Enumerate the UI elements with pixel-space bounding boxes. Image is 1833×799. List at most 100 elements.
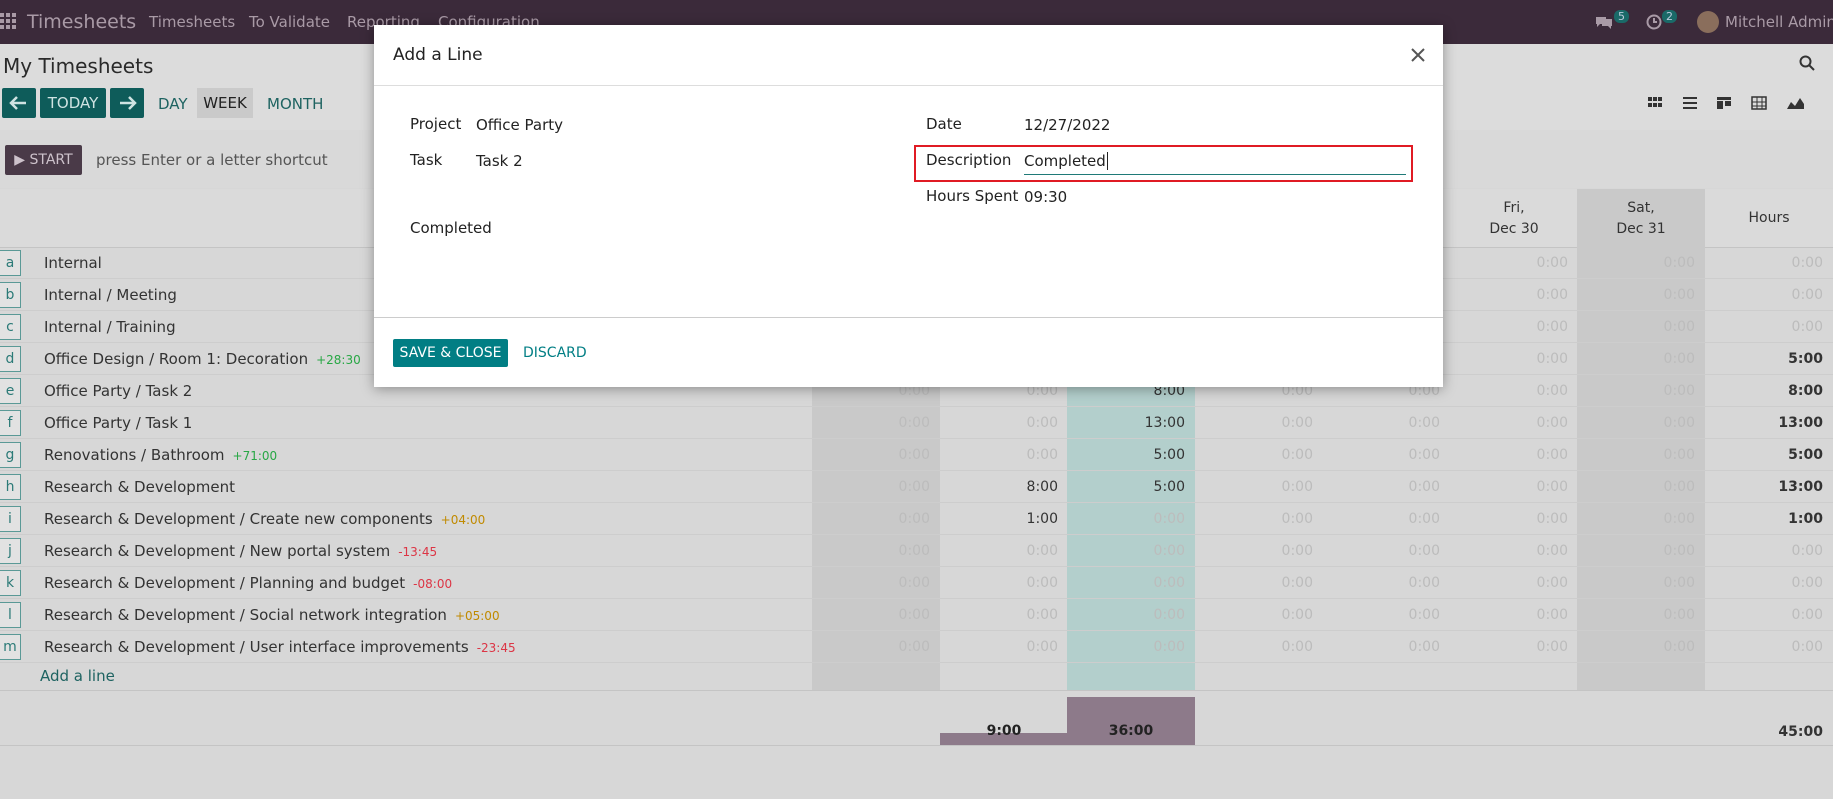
hour-cell[interactable]: 0:00	[1281, 415, 1313, 431]
row-label[interactable]: Internal / Training	[44, 318, 176, 336]
apps-icon[interactable]	[0, 13, 16, 29]
hour-cell[interactable]: 0:00	[1536, 639, 1568, 655]
hour-cell[interactable]: 0:00	[1536, 479, 1568, 495]
hour-cell[interactable]: 0:00	[1663, 511, 1695, 527]
range-week[interactable]: WEEK	[197, 88, 253, 118]
save-button[interactable]: SAVE & CLOSE	[393, 339, 508, 367]
hour-cell[interactable]: 0:00	[1536, 447, 1568, 463]
row-label[interactable]: Office Design / Room 1: Decoration +28:30	[44, 350, 361, 368]
hour-cell[interactable]: 8:00	[1153, 383, 1185, 399]
hour-cell[interactable]: 0:00	[1408, 383, 1440, 399]
field-value[interactable]: 09:30	[1024, 188, 1068, 206]
hour-cell[interactable]: 0:00	[1408, 479, 1440, 495]
hour-cell[interactable]: 0:00	[1281, 511, 1313, 527]
hour-cell[interactable]: 0:00	[1281, 607, 1313, 623]
hour-cell[interactable]: 0:00	[1281, 383, 1313, 399]
hour-cell[interactable]: 0:00	[1536, 607, 1568, 623]
hour-cell[interactable]: 0:00	[1153, 511, 1185, 527]
range-month[interactable]: MONTH	[267, 95, 324, 113]
close-button[interactable]	[1410, 47, 1426, 63]
hour-cell[interactable]: 0:00	[1663, 447, 1695, 463]
description-input[interactable]: Completed	[1024, 152, 1406, 175]
hour-cell[interactable]: 0:00	[898, 639, 930, 655]
hour-cell[interactable]: 0:00	[1026, 383, 1058, 399]
hour-cell[interactable]: 0:00	[1536, 575, 1568, 591]
hour-cell[interactable]: 0:00	[1408, 607, 1440, 623]
field-value[interactable]: 12/27/2022	[1024, 116, 1111, 134]
hour-cell[interactable]: 0:00	[1536, 415, 1568, 431]
hour-cell[interactable]: 0:00	[1026, 415, 1058, 431]
hour-cell[interactable]: 0:00	[1026, 575, 1058, 591]
hour-cell[interactable]: 0:00	[1663, 287, 1695, 303]
hour-cell[interactable]: 0:00	[1536, 287, 1568, 303]
hour-cell[interactable]: 0:00	[1281, 639, 1313, 655]
row-label[interactable]: Internal / Meeting	[44, 286, 177, 304]
hour-cell[interactable]: 0:00	[898, 447, 930, 463]
today-button[interactable]: TODAY	[40, 88, 106, 118]
row-label[interactable]: Research & Development / Social network …	[44, 606, 500, 624]
next-button[interactable]	[110, 88, 144, 118]
app-name[interactable]: Timesheets	[27, 11, 137, 33]
menu-item[interactable]: To Validate	[249, 13, 331, 31]
range-day[interactable]: DAY	[158, 95, 188, 113]
hour-cell[interactable]: 0:00	[898, 383, 930, 399]
hour-cell[interactable]: 0:00	[1663, 383, 1695, 399]
add-line[interactable]: Add a line	[40, 667, 115, 685]
hour-cell[interactable]: 0:00	[1153, 639, 1185, 655]
messages-icon[interactable]	[1595, 14, 1613, 30]
hour-cell[interactable]: 0:00	[1408, 575, 1440, 591]
row-label[interactable]: Research & Development / Planning and bu…	[44, 574, 452, 592]
hour-cell[interactable]: 0:00	[1663, 351, 1695, 367]
hour-cell[interactable]: 0:00	[1281, 575, 1313, 591]
hour-cell[interactable]: 0:00	[1408, 415, 1440, 431]
hour-cell[interactable]: 0:00	[1663, 319, 1695, 335]
row-label[interactable]: Office Party / Task 2	[44, 382, 192, 400]
hour-cell[interactable]: 8:00	[1026, 479, 1058, 495]
row-label[interactable]: Research & Development	[44, 478, 235, 496]
hour-cell[interactable]: 0:00	[1663, 607, 1695, 623]
prev-button[interactable]	[2, 88, 36, 118]
hour-cell[interactable]: 0:00	[1408, 447, 1440, 463]
hour-cell[interactable]: 0:00	[1408, 639, 1440, 655]
hour-cell[interactable]: 0:00	[1663, 639, 1695, 655]
hour-cell[interactable]: 0:00	[898, 607, 930, 623]
hour-cell[interactable]: 0:00	[1153, 543, 1185, 559]
row-label[interactable]: Research & Development / Create new comp…	[44, 510, 485, 528]
avatar[interactable]	[1697, 11, 1719, 33]
hour-cell[interactable]: 0:00	[1153, 575, 1185, 591]
view-switcher[interactable]	[1647, 94, 1817, 112]
hour-cell[interactable]: 5:00	[1153, 479, 1185, 495]
row-label[interactable]: Office Party / Task 1	[44, 414, 192, 432]
discard-button[interactable]: DISCARD	[523, 345, 587, 361]
hour-cell[interactable]: 0:00	[1663, 415, 1695, 431]
hour-cell[interactable]: 0:00	[1663, 543, 1695, 559]
hour-cell[interactable]: 0:00	[1536, 383, 1568, 399]
hour-cell[interactable]: 0:00	[1281, 447, 1313, 463]
hour-cell[interactable]: 0:00	[1408, 511, 1440, 527]
row-label[interactable]: Internal	[44, 254, 102, 272]
activities-icon[interactable]	[1646, 14, 1662, 30]
hour-cell[interactable]: 5:00	[1153, 447, 1185, 463]
row-label[interactable]: Research & Development / User interface …	[44, 638, 516, 656]
field-value[interactable]: Office Party	[476, 116, 564, 134]
start-button[interactable]: ▶ START	[5, 145, 82, 175]
hour-cell[interactable]: 0:00	[898, 543, 930, 559]
hour-cell[interactable]: 0:00	[1153, 607, 1185, 623]
hour-cell[interactable]: 0:00	[898, 511, 930, 527]
hour-cell[interactable]: 0:00	[1536, 351, 1568, 367]
hour-cell[interactable]: 0:00	[1536, 255, 1568, 271]
hour-cell[interactable]: 0:00	[898, 415, 930, 431]
hour-cell[interactable]: 0:00	[1281, 543, 1313, 559]
hour-cell[interactable]: 1:00	[1026, 511, 1058, 527]
field-value[interactable]: Task 2	[476, 152, 523, 170]
hour-cell[interactable]: 13:00	[1144, 415, 1185, 431]
hour-cell[interactable]: 0:00	[1408, 543, 1440, 559]
note[interactable]: Completed	[410, 219, 492, 237]
user-name[interactable]: Mitchell Admin	[1725, 13, 1833, 31]
menu-item[interactable]: Timesheets	[149, 13, 236, 31]
hour-cell[interactable]: 0:00	[1663, 575, 1695, 591]
hour-cell[interactable]: 0:00	[1663, 255, 1695, 271]
hour-cell[interactable]: 0:00	[1281, 479, 1313, 495]
hour-cell[interactable]: 0:00	[1536, 319, 1568, 335]
hour-cell[interactable]: 0:00	[1026, 607, 1058, 623]
